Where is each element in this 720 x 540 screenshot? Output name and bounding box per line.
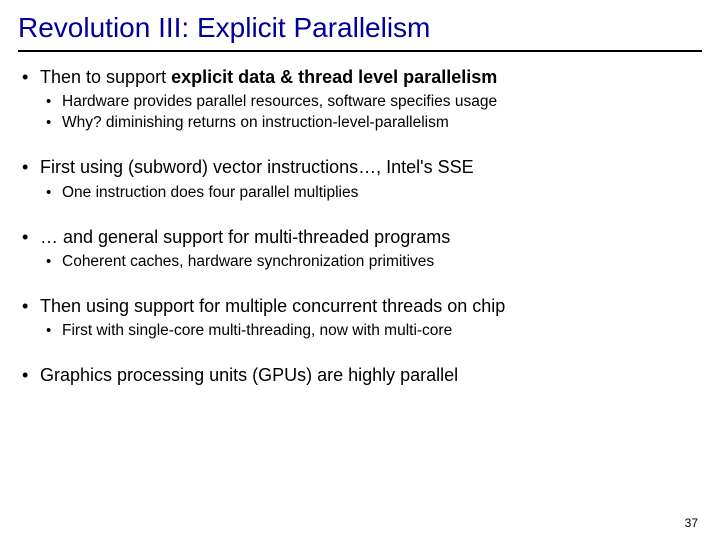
slide-title: Revolution III: Explicit Parallelism [18,12,702,52]
bullet-item: … and general support for multi-threaded… [18,226,702,273]
bullet-item: Then using support for multiple concurre… [18,295,702,342]
sub-list: One instruction does four parallel multi… [40,183,702,204]
bullet-text: Then using support for multiple concurre… [40,296,505,316]
bullet-item: Graphics processing units (GPUs) are hig… [18,364,702,387]
page-number: 37 [685,516,698,530]
sub-list: Coherent caches, hardware synchronizatio… [40,252,702,273]
bullet-text: … and general support for multi-threaded… [40,227,450,247]
sub-item: One instruction does four parallel multi… [40,183,702,204]
sub-item: Hardware provides parallel resources, so… [40,92,702,113]
bullet-text: First using (subword) vector instruction… [40,157,474,177]
sub-item: Why? diminishing returns on instruction-… [40,113,702,134]
sub-list: First with single-core multi-threading, … [40,321,702,342]
bullet-text: Then to support [40,67,171,87]
sub-item: Coherent caches, hardware synchronizatio… [40,252,702,273]
sub-list: Hardware provides parallel resources, so… [40,92,702,134]
bullet-text: Graphics processing units (GPUs) are hig… [40,365,458,385]
bullet-item: First using (subword) vector instruction… [18,156,702,203]
bullet-bold: explicit data & thread level parallelism [171,67,497,87]
bullet-list: Then to support explicit data & thread l… [18,66,702,388]
bullet-item: Then to support explicit data & thread l… [18,66,702,134]
sub-item: First with single-core multi-threading, … [40,321,702,342]
